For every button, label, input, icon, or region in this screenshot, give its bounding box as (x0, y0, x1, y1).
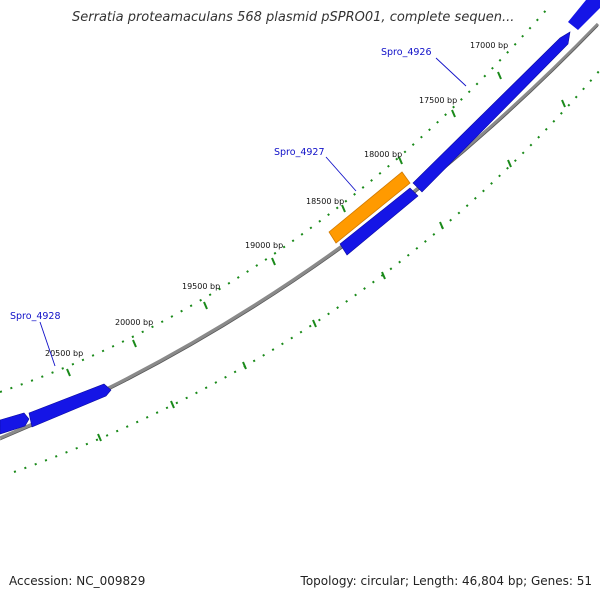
tick-label-18500: 18500 bp (306, 197, 344, 206)
backbone-arc-inner (0, 25, 599, 441)
outer-major-ticks (66, 71, 502, 377)
gene-arrow-left-edge[interactable] (0, 412, 30, 435)
gene-highlight-spro-4927[interactable] (328, 171, 411, 244)
gene-arrow-top-right[interactable] (568, 0, 600, 30)
gene-leader-spro-4926 (435, 57, 467, 87)
tick-label-20500: 20500 bp (45, 349, 83, 358)
accession-text: Accession: NC_009829 (9, 574, 146, 588)
gene-label-spro-4926[interactable]: Spro_4926 (381, 47, 432, 58)
tick-label-20000: 20000 bp (115, 318, 153, 327)
gene-label-spro-4928[interactable]: Spro_4928 (10, 311, 61, 322)
tick-label-19500: 19500 bp (182, 282, 220, 291)
tick-label-19000: 19000 bp (245, 241, 283, 250)
gene-leader-spro-4927 (325, 156, 357, 192)
inner-major-ticks (97, 99, 566, 442)
backbone-arc (0, 22, 600, 440)
gene-leader-spro-4928 (39, 321, 56, 367)
gene-label-spro-4927[interactable]: Spro_4927 (274, 147, 325, 158)
tick-label-17000: 17000 bp (470, 41, 508, 50)
tick-label-18000: 18000 bp (364, 150, 402, 159)
gene-arrow-spro-4928[interactable] (28, 383, 112, 428)
tick-label-17500: 17500 bp (419, 96, 457, 105)
map-title: Serratia proteamaculans 568 plasmid pSPR… (72, 10, 515, 25)
gene-arrow-spro-4926[interactable] (412, 31, 571, 193)
topology-summary: Topology: circular; Length: 46,804 bp; G… (300, 574, 592, 588)
gene-arrow-spro-4927-strand[interactable] (339, 187, 419, 256)
outer-tick-ring (0, 7, 549, 393)
